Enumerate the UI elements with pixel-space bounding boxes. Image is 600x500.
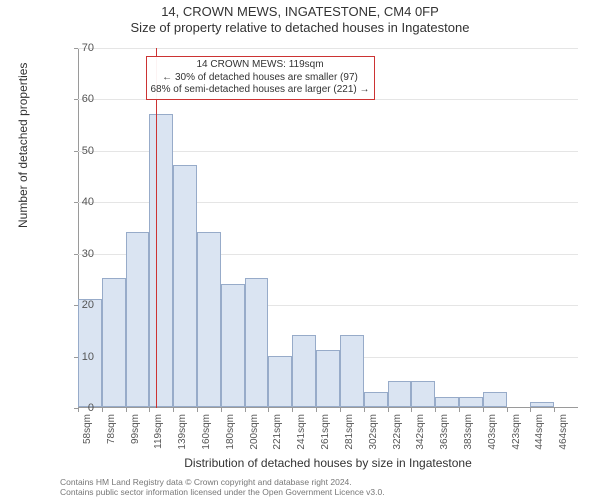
xtick-mark [126, 408, 127, 412]
xtick-label: 403sqm [487, 414, 498, 450]
xtick-label: 261sqm [320, 414, 331, 450]
xtick-mark [292, 408, 293, 412]
xtick-mark [245, 408, 246, 412]
marker-line [156, 48, 157, 408]
ytick-label: 0 [44, 402, 94, 414]
xtick-mark [388, 408, 389, 412]
xtick-label: 139sqm [177, 414, 188, 450]
bar [149, 114, 173, 407]
bar [197, 232, 221, 407]
bar [292, 335, 316, 407]
xtick-mark [197, 408, 198, 412]
xtick-label: 423sqm [511, 414, 522, 450]
xtick-label: 160sqm [201, 414, 212, 450]
bar [126, 232, 150, 407]
xtick-mark [507, 408, 508, 412]
xtick-label: 58sqm [82, 414, 93, 444]
annotation-line-2: ← 30% of detached houses are smaller (97… [151, 72, 370, 85]
bar [411, 381, 435, 407]
ytick-label: 10 [44, 351, 94, 363]
ytick-label: 40 [44, 196, 94, 208]
bar [530, 402, 554, 407]
bar [102, 278, 126, 407]
xtick-label: 322sqm [392, 414, 403, 450]
annotation-line-1: 14 CROWN MEWS: 119sqm [151, 59, 370, 72]
xtick-mark [268, 408, 269, 412]
bar [268, 356, 292, 407]
xtick-label: 221sqm [272, 414, 283, 450]
xtick-label: 342sqm [415, 414, 426, 450]
title-line-1: 14, CROWN MEWS, INGATESTONE, CM4 0FP [0, 4, 600, 20]
bar [483, 392, 507, 407]
title-line-2: Size of property relative to detached ho… [0, 20, 600, 36]
xtick-mark [530, 408, 531, 412]
bar [435, 397, 459, 407]
bar [340, 335, 364, 407]
gridline [78, 48, 578, 49]
xtick-mark [411, 408, 412, 412]
bar [245, 278, 269, 407]
ytick-label: 70 [44, 42, 94, 54]
xtick-label: 180sqm [225, 414, 236, 450]
x-axis-line [78, 407, 578, 408]
xtick-label: 99sqm [130, 414, 141, 444]
ytick-label: 30 [44, 248, 94, 260]
plot-area: 58sqm78sqm99sqm119sqm139sqm160sqm180sqm2… [78, 48, 578, 408]
y-axis-label: Number of detached properties [16, 63, 30, 228]
xtick-label: 241sqm [296, 414, 307, 450]
ytick-label: 60 [44, 93, 94, 105]
xtick-mark [483, 408, 484, 412]
footer-attribution: Contains HM Land Registry data © Crown c… [60, 478, 385, 498]
xtick-mark [340, 408, 341, 412]
xtick-label: 200sqm [249, 414, 260, 450]
x-axis-label: Distribution of detached houses by size … [78, 456, 578, 470]
bar [316, 350, 340, 407]
title-block: 14, CROWN MEWS, INGATESTONE, CM4 0FP Siz… [0, 4, 600, 37]
xtick-mark [554, 408, 555, 412]
xtick-mark [316, 408, 317, 412]
xtick-mark [173, 408, 174, 412]
ytick-label: 50 [44, 145, 94, 157]
bar [173, 165, 197, 407]
xtick-mark [364, 408, 365, 412]
xtick-mark [221, 408, 222, 412]
xtick-mark [435, 408, 436, 412]
xtick-label: 302sqm [368, 414, 379, 450]
chart-container: 14, CROWN MEWS, INGATESTONE, CM4 0FP Siz… [0, 0, 600, 500]
bar [364, 392, 388, 407]
footer-line-2: Contains public sector information licen… [60, 488, 385, 498]
gridline [78, 99, 578, 100]
xtick-label: 444sqm [534, 414, 545, 450]
bar [388, 381, 412, 407]
xtick-mark [149, 408, 150, 412]
xtick-mark [459, 408, 460, 412]
xtick-label: 281sqm [344, 414, 355, 450]
annotation-line-3: 68% of semi-detached houses are larger (… [151, 84, 370, 97]
bar [459, 397, 483, 407]
xtick-label: 78sqm [106, 414, 117, 444]
xtick-label: 119sqm [153, 414, 164, 449]
bar [221, 284, 245, 407]
xtick-label: 383sqm [463, 414, 474, 450]
ytick-label: 20 [44, 299, 94, 311]
xtick-label: 464sqm [558, 414, 569, 450]
xtick-label: 363sqm [439, 414, 450, 450]
xtick-mark [102, 408, 103, 412]
marker-annotation: 14 CROWN MEWS: 119sqm ← 30% of detached … [146, 56, 375, 100]
